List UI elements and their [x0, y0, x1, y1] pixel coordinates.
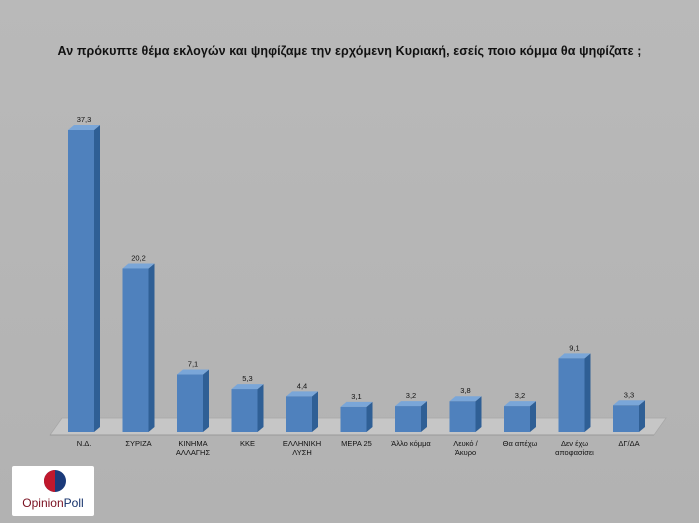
category-label: ΚΙΝΗΜΑ ΑΛΛΑΓΗΣ	[176, 439, 211, 457]
category-label: Θα απέχω	[503, 439, 538, 448]
data-label: 7,1	[188, 360, 198, 369]
opinion-poll-logo: OpinionPoll	[12, 466, 94, 516]
category-label-line: Θα απέχω	[503, 439, 538, 448]
category-label-line: ΚΙΝΗΜΑ	[178, 439, 207, 448]
logo-text-part2: Poll	[63, 496, 84, 510]
logo-circle-icon	[44, 470, 66, 492]
data-label: 3,1	[351, 392, 361, 401]
category-label: ΕΛΛΗΝΙΚΗ ΛΥΣΗ	[283, 439, 321, 457]
bar	[68, 130, 94, 432]
bar-side	[584, 353, 591, 432]
category-label-line: Λευκό /	[453, 439, 478, 448]
category-label-line: ΔΓ/ΔΑ	[618, 439, 639, 448]
bar-top	[122, 263, 155, 269]
category-label: Λευκό / Άκυρο	[453, 439, 478, 457]
category-label-line: Ν.Δ.	[77, 439, 92, 448]
bar-side	[312, 391, 318, 432]
category-label-line: ΑΛΛΑΓΗΣ	[176, 448, 211, 457]
bar-top	[286, 391, 318, 397]
bar-top	[395, 401, 427, 407]
bar	[340, 406, 367, 432]
data-label: 3,2	[406, 391, 416, 400]
category-label-line: Άκυρο	[455, 448, 476, 457]
bar-side	[421, 401, 427, 432]
bar-top	[231, 384, 264, 390]
bar-side	[257, 384, 264, 432]
bar-top	[449, 396, 482, 402]
category-label-line: ΚΚΕ	[240, 439, 255, 448]
category-label-line: ΛΥΣΗ	[292, 448, 312, 457]
bar	[558, 358, 585, 432]
category-label-line: Δεν έχω	[561, 439, 588, 448]
category-label-line: ΣΥΡΙΖΑ	[125, 439, 151, 448]
category-label: Δεν έχω αποφασίσει	[555, 439, 594, 457]
bar-side	[366, 401, 373, 432]
category-label-line: ΕΛΛΗΝΙΚΗ	[283, 439, 321, 448]
bar	[613, 405, 639, 432]
logo-text-part1: Opinion	[22, 496, 64, 510]
bar-top	[504, 401, 536, 407]
bar	[395, 406, 421, 432]
bar	[177, 374, 203, 432]
category-label: ΚΚΕ	[240, 439, 255, 448]
category-label-line: Άλλο κόμμα	[391, 439, 431, 448]
category-label: Άλλο κόμμα	[391, 439, 431, 448]
bar	[122, 268, 149, 432]
bar	[286, 396, 312, 432]
data-label: 3,8	[460, 386, 470, 395]
data-label: 37,3	[77, 115, 92, 124]
bar-side	[148, 263, 155, 432]
bar-top	[613, 400, 645, 406]
data-label: 3,2	[515, 391, 525, 400]
category-label: ΔΓ/ΔΑ	[618, 439, 639, 448]
data-label: 20,2	[131, 253, 146, 262]
bar-side	[639, 400, 645, 432]
data-label: 4,4	[297, 381, 307, 390]
category-label: ΜΕΡΑ 25	[341, 439, 372, 448]
bar-top	[177, 369, 209, 375]
bar-top	[340, 401, 373, 407]
logo-text: OpinionPoll	[12, 496, 94, 510]
bar	[449, 401, 476, 432]
bar	[504, 406, 530, 432]
category-label: Ν.Δ.	[77, 439, 92, 448]
bar-side	[475, 396, 482, 432]
bar-top	[68, 125, 100, 130]
data-label: 3,3	[624, 390, 634, 399]
data-label: 9,1	[569, 343, 579, 352]
category-label: ΣΥΡΙΖΑ	[125, 439, 151, 448]
bar-side	[203, 369, 209, 432]
bar-side	[530, 401, 536, 432]
bar-side	[94, 125, 100, 432]
category-label-line: αποφασίσει	[555, 448, 594, 457]
chart-title: Αν πρόκυπτε θέμα εκλογών και ψηφίζαμε τη…	[57, 44, 642, 58]
bar	[231, 389, 258, 432]
bar-top	[558, 353, 591, 359]
category-label-line: ΜΕΡΑ 25	[341, 439, 372, 448]
data-label: 5,3	[242, 374, 252, 383]
